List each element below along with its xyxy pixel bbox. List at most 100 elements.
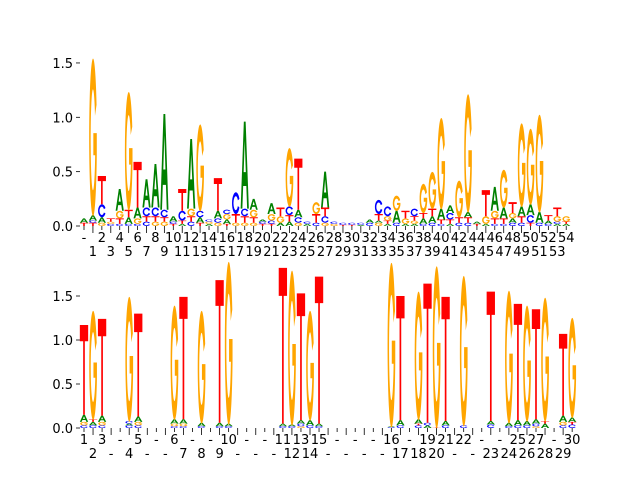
logo-letter-G [205,221,213,224]
logo-letter-G [568,317,577,419]
logo-letter-C [312,222,320,226]
logo-letter-A [472,221,482,224]
logo-letter-A [169,216,178,222]
x-tick-label: 32 [361,231,378,246]
y-tick-label: 0.5 [52,166,73,181]
logo-letter-A [179,419,188,424]
logo-letter-G [387,262,396,428]
x-tick-label: 27 [528,433,545,448]
logo-letter-T [508,202,517,213]
x-tick-label: - [452,447,457,462]
y-tick-label: 0.5 [52,378,73,393]
logo-letter-G [240,222,249,227]
logo-letter-T [169,223,178,226]
logo-letter-A [276,222,285,226]
x-tick-label: 7 [142,245,150,260]
logo-letter-T [383,220,392,224]
logo-letter-C [441,425,450,428]
logo-letter-C [98,204,106,218]
x-tick-label: 3 [107,245,115,260]
logo-letter-T [396,296,405,421]
x-tick-label: 2 [89,447,97,462]
y-tick-label: 1.0 [52,111,73,126]
logo-letter-C [142,207,151,217]
logo-letter-C [374,199,383,215]
logo-letter-C [179,426,188,428]
logo-letter-A [490,186,499,211]
x-tick-label: 36 [397,231,414,246]
logo-letter-A [531,419,541,424]
logo-letter-G [249,209,258,218]
logo-letter-C [205,219,213,222]
logo-letter-T [124,209,133,218]
logo-letter-T [285,215,294,222]
x-tick-label: 49 [513,245,530,260]
logo-letter-G [151,221,160,227]
logo-letter-C [169,221,177,224]
x-tick-label: 2 [98,231,106,246]
logo-letter-G [276,216,285,223]
logo-letter-C [240,208,249,217]
x-tick-label: 22 [455,433,472,448]
logo-letter-A [142,179,151,208]
x-tick-label: 25 [510,433,527,448]
x-tick-label: - [154,433,159,448]
logo-letter-T [568,421,577,425]
logo-letter-T [410,216,419,221]
x-tick-label: 12 [183,231,200,246]
logo-letter-G [383,216,392,221]
logo-letter-A [387,426,396,428]
logo-letter-T [428,208,437,217]
bottom-logo-panel: 0.00.51.01.5123--45---67-8-910-----11121… [52,261,580,462]
logo-letter-T [446,219,455,224]
logo-letter-C [339,222,347,225]
logo-letter-C [125,425,133,428]
logo-letter-C [142,221,151,226]
logo-letter-A [124,217,133,224]
logo-letter-C [392,222,401,226]
logo-letter-A [170,419,179,424]
logo-letter-A [79,218,89,223]
logo-letter-G [288,270,296,426]
logo-letter-T [222,223,231,226]
logo-letter-C [357,222,365,225]
x-tick-label: 51 [531,245,548,260]
logo-letter-C [544,223,552,226]
logo-letter-A [410,223,419,226]
x-tick-label: - [497,433,502,448]
logo-letter-A [195,217,205,223]
x-tick-label: 38 [415,231,432,246]
x-tick-label: 13 [192,245,209,260]
logo-letter-A [213,210,223,219]
logo-letter-T [338,224,348,226]
x-tick-label: 24 [501,447,518,462]
logo-letter-A [97,217,106,223]
logo-letter-T [441,296,450,421]
x-tick-label: 23 [281,245,298,260]
logo-letter-A [97,415,107,422]
logo-letter-A [294,209,303,218]
logo-letter-T [314,276,324,424]
x-tick-label: 5 [134,433,142,448]
logo-letter-A [287,424,297,427]
x-tick-label: - [326,447,331,462]
logo-letter-G [170,305,179,420]
logo-letter-A [401,223,410,226]
x-tick-label: 1 [80,433,88,448]
logo-letter-G [98,222,106,227]
logo-letter-T [414,423,423,426]
x-tick-label: 18 [236,231,253,246]
logo-letter-A [314,423,324,427]
logo-letter-T [195,222,205,226]
logo-letter-A [522,420,532,426]
logo-letter-A [553,223,562,226]
logo-letter-G [505,290,513,424]
logo-letter-A [151,164,160,208]
x-tick-label: 28 [326,231,343,246]
x-tick-label: - [344,447,349,462]
x-tick-label: 46 [487,231,504,246]
x-tick-label: 29 [555,447,572,462]
logo-letter-A [544,220,553,224]
logo-letter-C [279,426,287,428]
